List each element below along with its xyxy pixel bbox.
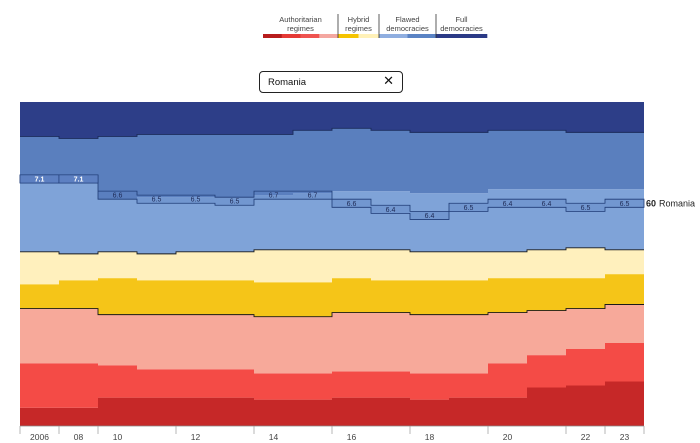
close-icon[interactable]: ✕ xyxy=(383,74,394,89)
legend-label: Authoritarian xyxy=(279,15,322,24)
legend-swatch xyxy=(436,34,488,38)
x-tick-label: 22 xyxy=(581,432,591,442)
score-label: 6.5 xyxy=(152,197,162,204)
score-label: 6.5 xyxy=(620,201,630,208)
x-tick-label: 20 xyxy=(503,432,513,442)
country-search-input[interactable]: Romania xyxy=(268,77,307,88)
score-label: 6.5 xyxy=(464,205,474,212)
score-label: 6.4 xyxy=(386,207,396,214)
legend-swatch xyxy=(379,34,408,38)
legend-label: regimes xyxy=(287,24,314,33)
highlight-segment xyxy=(58,174,99,184)
legend-label: Flawed xyxy=(395,15,419,24)
score-label: 6.7 xyxy=(269,193,279,200)
score-label: 6.5 xyxy=(191,197,201,204)
score-label: 6.6 xyxy=(113,193,123,200)
legend-swatch xyxy=(407,34,437,38)
area-band xyxy=(20,381,644,426)
legend-swatch xyxy=(358,34,380,38)
x-tick-label: 18 xyxy=(425,432,435,442)
legend: AuthoritarianregimesHybridregimesFlawedd… xyxy=(263,14,488,38)
group-boundary-line xyxy=(20,127,644,139)
legend-label: regimes xyxy=(345,24,372,33)
legend-swatch xyxy=(338,34,359,38)
x-tick-label: 23 xyxy=(620,432,630,442)
highlight-band xyxy=(19,174,645,220)
area-band xyxy=(20,128,644,200)
legend-label: democracies xyxy=(440,24,483,33)
legend-swatch xyxy=(300,34,320,38)
score-label: 6.7 xyxy=(308,193,318,200)
legend-swatch xyxy=(319,34,339,38)
x-tick-label: 08 xyxy=(74,432,84,442)
area-band xyxy=(20,342,644,408)
score-label: 6.5 xyxy=(581,205,591,212)
area-band xyxy=(20,102,644,139)
score-label: 6.4 xyxy=(425,213,435,220)
x-tick-label: 14 xyxy=(269,432,279,442)
x-tick-label: 16 xyxy=(347,432,357,442)
score-label: 7.1 xyxy=(35,176,45,183)
area-band xyxy=(20,274,644,317)
score-label: 6.4 xyxy=(542,201,552,208)
area-band xyxy=(20,304,644,374)
group-boundary-line xyxy=(20,304,644,318)
x-tick-label: 12 xyxy=(191,432,201,442)
area-band xyxy=(20,247,644,285)
legend-swatch xyxy=(263,34,283,38)
legend-swatch xyxy=(281,34,301,38)
area-band xyxy=(20,174,644,254)
score-label: 6.6 xyxy=(347,201,357,208)
x-tick-label: 10 xyxy=(113,432,123,442)
legend-label: Full xyxy=(455,15,467,24)
score-label: 6.5 xyxy=(230,199,240,206)
score-label: 6.4 xyxy=(503,201,513,208)
highlight-country-label: 60 Romania xyxy=(646,198,695,208)
x-tick-label: 2006 xyxy=(30,432,49,442)
legend-label: democracies xyxy=(386,24,429,33)
group-boundary-line xyxy=(20,247,644,255)
score-label: 7.1 xyxy=(74,176,84,183)
legend-label: Hybrid xyxy=(348,15,370,24)
country-search-box[interactable]: Romania ✕ xyxy=(259,71,403,93)
